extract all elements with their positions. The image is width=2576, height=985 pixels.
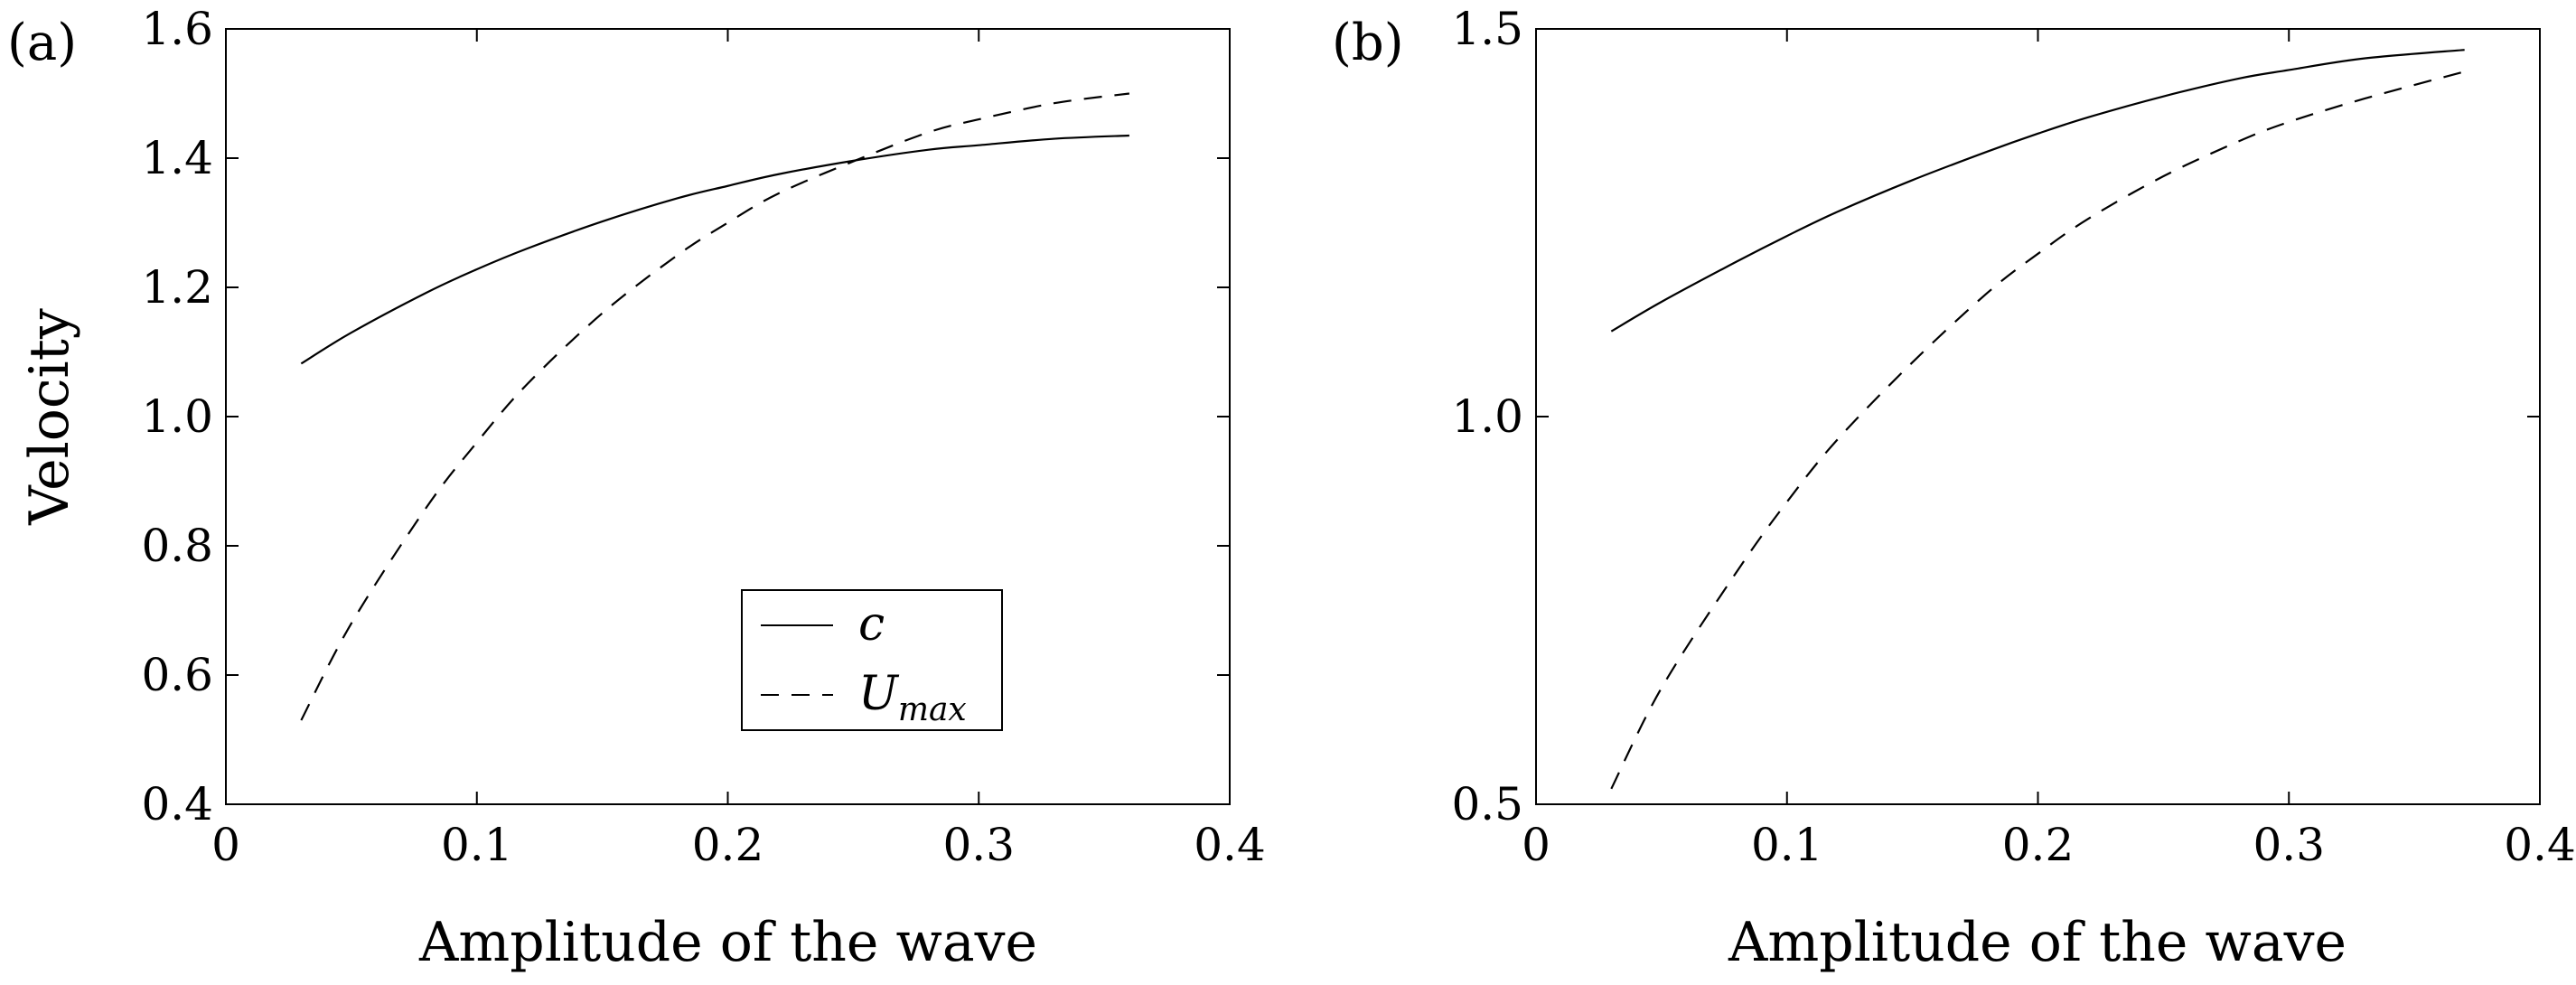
panel-a-ticks: [225, 28, 1231, 805]
panel-b-y-tick-label: 1.5: [1451, 3, 1523, 55]
panel-a-y-axis-title: Velocity: [18, 308, 81, 526]
panel-a-x-tick-label: 0.1: [441, 819, 513, 871]
panel-b-series: [1610, 49, 2465, 790]
panel-a-x-axis-title: Amplitude of the wave: [418, 911, 1037, 974]
panel-a-x-tick-label: 0.4: [1194, 819, 1266, 871]
legend-label-umax: Umax: [858, 667, 967, 728]
panel-b-x-tick-label: 0.4: [2504, 819, 2576, 871]
panel-a-y-tick-label: 0.4: [141, 778, 213, 830]
panel-a-y-tick-label: 1.6: [141, 3, 213, 55]
panel-b-series-umax: [1610, 70, 2465, 790]
panel-a-y-tick-label: 0.6: [141, 649, 213, 701]
panel-b-plot-frame: [1535, 28, 2541, 805]
panel-b-y-tick-label: 1.0: [1451, 390, 1523, 443]
panel-a-x-tick-labels: 0 0.1 0.2 0.3 0.4: [211, 819, 1266, 871]
panel-a-y-tick-label: 1.2: [141, 261, 213, 314]
panel-a: (a) 0 0.1 0.2 0.3 0.4 0.40.60.81.01.21.41.6 …: [7, 3, 1266, 974]
panel-b-x-axis-title: Amplitude of the wave: [1728, 911, 2347, 974]
panel-b: (b) 0 0.1 0.2 0.3 0.4 0.5 1.0 1.5 Amplitude of…: [1332, 3, 2576, 974]
legend: c Umax: [741, 589, 1003, 731]
panel-a-x-tick-label: 0.2: [692, 819, 764, 871]
panel-a-y-tick-labels: 0.4 0.6 0.8 1.0 1.2 1.4 1.6: [141, 3, 213, 830]
panel-a-series-c: [300, 134, 1129, 365]
panel-a-y-tick-label: 1.0: [141, 390, 213, 443]
legend-label-c: c: [858, 597, 885, 652]
panel-b-series-c: [1610, 49, 2465, 333]
panel-a-x-tick-label: 0.3: [942, 819, 1015, 871]
panel-b-x-tick-label: 0.3: [2253, 819, 2325, 871]
panel-a-y-tick-label: 1.4: [141, 132, 213, 184]
panel-b-x-tick-label: 0.2: [2002, 819, 2075, 871]
panel-b-x-tick-labels: 0 0.1 0.2 0.3 0.4: [1522, 819, 2576, 871]
panel-a-plot-frame: [225, 28, 1231, 805]
panel-b-label: (b): [1332, 14, 1404, 72]
legend-label-subscript: max: [898, 691, 967, 728]
panel-b-x-tick-label: 0.1: [1751, 819, 1823, 871]
panel-a-series-umax: [300, 92, 1130, 721]
panel-b-y-tick-labels: 0.5 1.0 1.5: [1451, 3, 1523, 830]
panel-a-series: [300, 92, 1130, 721]
legend-box: [741, 589, 1003, 731]
panel-b-x-tick-label: 0: [1522, 819, 1550, 871]
legend-label-u: U: [858, 667, 900, 721]
panel-a-label: (a): [7, 14, 77, 72]
panel-b-y-tick-label: 0.5: [1451, 778, 1523, 830]
panel-a-y-tick-label: 0.8: [141, 520, 213, 572]
panel-b-ticks: [1535, 28, 2541, 805]
panel-a-x-tick-label: 0: [211, 819, 240, 871]
